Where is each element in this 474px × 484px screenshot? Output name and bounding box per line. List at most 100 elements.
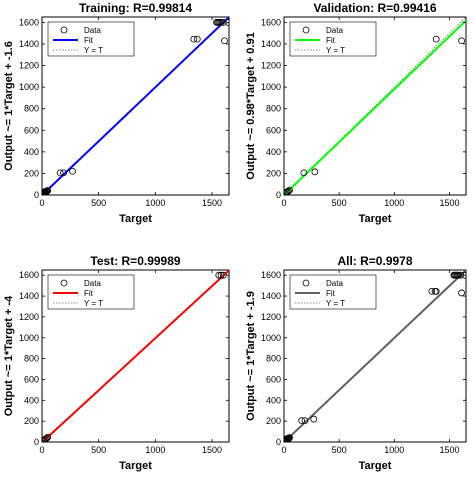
y-tick-label: 1000: [19, 333, 39, 343]
y-tick-label: 1600: [19, 270, 39, 280]
x-tick-label: 1500: [439, 445, 459, 455]
fit-line: [284, 19, 466, 195]
data-point: [311, 168, 319, 176]
y-tick-label: 400: [266, 147, 281, 157]
x-tick-label: 500: [91, 198, 106, 208]
x-tick-label: 0: [281, 198, 286, 208]
data-point: [69, 167, 76, 175]
y-tick-label: 200: [24, 416, 39, 426]
chart-title: Test: R=0.99989: [90, 254, 180, 268]
data-point: [43, 434, 50, 442]
y-tick-label: 1400: [19, 291, 39, 301]
data-point: [221, 37, 228, 45]
y-tick-label: 1400: [19, 39, 39, 49]
fit-line: [42, 17, 229, 195]
plot-marks: [42, 270, 229, 442]
data-point: [286, 186, 293, 194]
x-axis-label: Target: [359, 460, 392, 472]
y-axis-label: Output ~= 0.98*Target + 0.91: [245, 32, 257, 179]
data-point: [224, 18, 229, 26]
x-tick-label: 0: [39, 198, 44, 208]
data-point: [60, 169, 67, 177]
x-tick-label: 1500: [202, 445, 222, 455]
data-point: [44, 433, 52, 441]
y-tick-label: 800: [266, 354, 281, 364]
y-tick-label: 1400: [261, 39, 281, 49]
chart-title: All: R=0.9978: [337, 254, 412, 268]
x-tick-label: 1000: [384, 198, 404, 208]
data-point: [42, 435, 49, 442]
legend-data-marker: [302, 26, 310, 34]
y-tick-label: 200: [24, 168, 39, 178]
fit-line: [42, 270, 229, 442]
y-tick-label: 1400: [261, 291, 281, 301]
x-tick-label: 500: [332, 198, 347, 208]
data-point: [454, 271, 462, 279]
data-point: [215, 271, 223, 279]
data-point: [301, 417, 309, 425]
legend-label-fit: Fit: [326, 289, 336, 298]
panel-1: 0 500 1000 1500 0 200 400 600 800 1000 1200 1400 160…: [3, 1, 230, 225]
data-point: [285, 187, 292, 195]
y-tick-label: 1600: [261, 17, 281, 27]
x-axis-label: Target: [359, 213, 392, 225]
legend-label-data: Data: [326, 279, 343, 288]
x-tick-label: 1500: [439, 198, 459, 208]
x-tick-label: 1500: [202, 198, 222, 208]
x-tick-label: 500: [332, 445, 347, 455]
data-point: [428, 287, 436, 295]
y-tick-label: 0: [34, 190, 39, 200]
y-axis-label: Output ~= 1*Target + -1.9: [245, 291, 257, 421]
y-tick-label: 1000: [261, 333, 281, 343]
data-point: [56, 169, 64, 177]
y-tick-label: 200: [266, 168, 281, 178]
y-tick-label: 1600: [19, 17, 39, 27]
x-tick-label: 0: [39, 445, 44, 455]
data-point: [432, 35, 440, 43]
y-tick-label: 1200: [261, 61, 281, 71]
legend-label-data: Data: [326, 26, 343, 35]
data-point: [42, 437, 47, 442]
data-point: [458, 37, 465, 45]
x-tick-label: 1000: [145, 198, 165, 208]
data-point: [461, 271, 466, 279]
legend-data-marker: [60, 279, 68, 287]
legend-label-data: Data: [84, 279, 101, 288]
data-point: [300, 169, 308, 177]
y-tick-label: 400: [24, 147, 39, 157]
panel-2: 0 500 1000 1500 0 200 400 600 800 1000 1200 1400 160…: [245, 1, 467, 225]
x-axis-label: Target: [119, 460, 152, 472]
y-tick-label: 1200: [19, 312, 39, 322]
y-tick-label: 600: [24, 374, 39, 384]
legend-label-data: Data: [84, 26, 101, 35]
y-tick-label: 600: [266, 374, 281, 384]
panel-4: 0 500 1000 1500 0 200 400 600 800 1000 1200 1400 160…: [245, 254, 467, 472]
y-tick-label: 1600: [261, 270, 281, 280]
legend-data-marker: [302, 279, 310, 287]
legend-label-fit: Fit: [326, 36, 336, 45]
y-axis-label: Output ~= 1*Target + -1.6: [3, 41, 15, 171]
x-tick-label: 1000: [145, 445, 165, 455]
x-axis-label: Target: [119, 213, 152, 225]
data-point: [285, 434, 293, 442]
y-tick-label: 1200: [19, 61, 39, 71]
legend-data-marker: [60, 26, 68, 34]
y-tick-label: 0: [34, 437, 39, 447]
legend-label-identity: Y = T: [84, 46, 103, 55]
fit-line: [284, 270, 466, 442]
y-tick-label: 800: [266, 104, 281, 114]
y-tick-label: 600: [266, 125, 281, 135]
y-tick-label: 400: [266, 395, 281, 405]
chart-title: Training: R=0.99814: [79, 1, 192, 15]
data-point: [432, 287, 440, 295]
legend-label-identity: Y = T: [326, 46, 345, 55]
plot-marks: [42, 17, 229, 195]
data-point: [193, 35, 201, 43]
plot-marks: [284, 17, 466, 195]
x-tick-label: 1000: [384, 445, 404, 455]
data-point: [310, 415, 318, 423]
